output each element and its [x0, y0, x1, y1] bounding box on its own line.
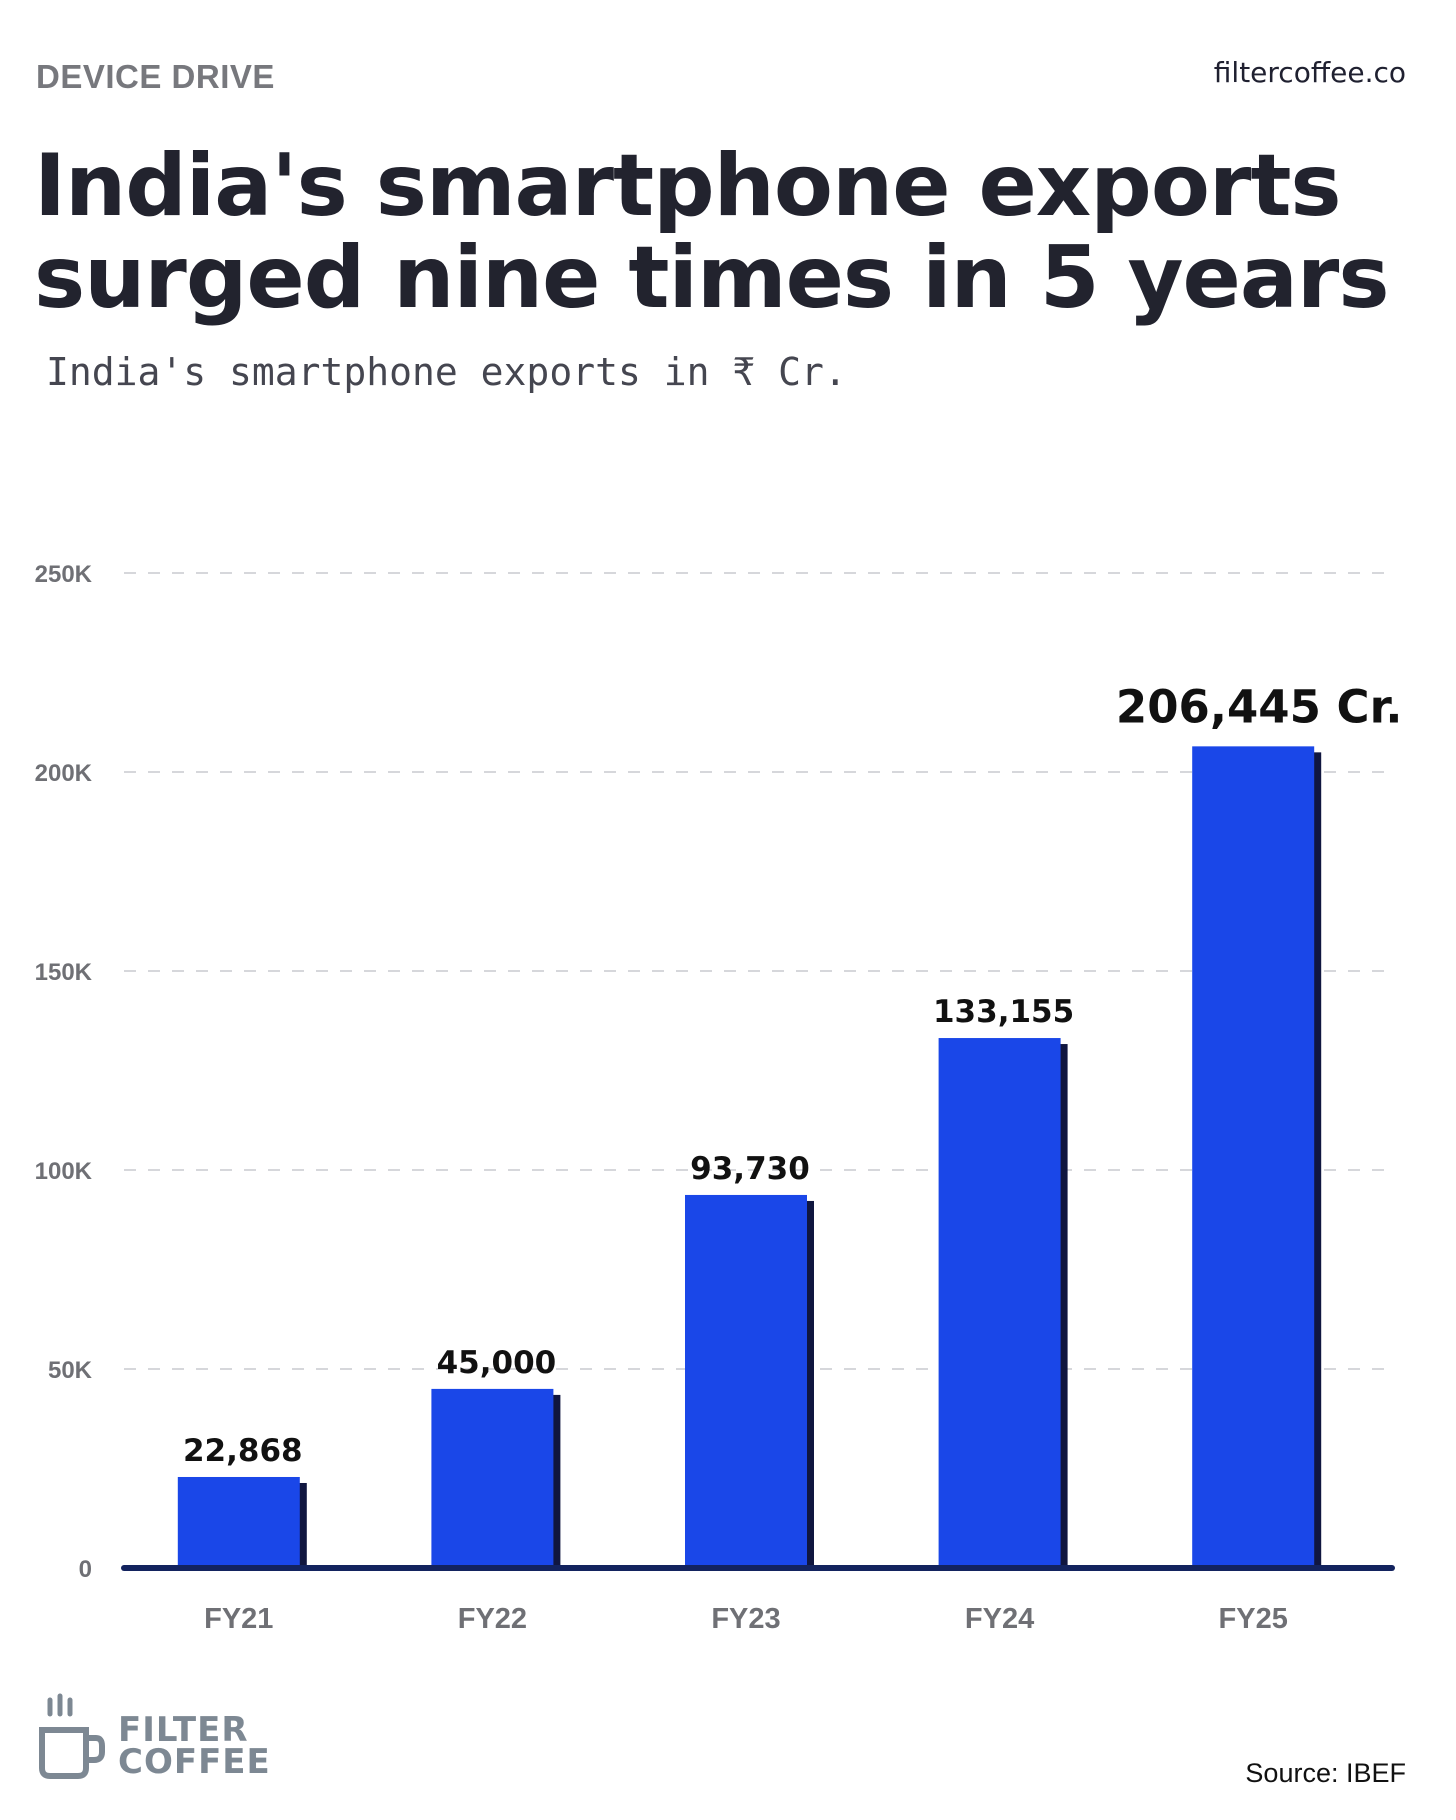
- bar-fy22: [431, 1388, 554, 1568]
- x-tick-label: FY22: [458, 1603, 527, 1635]
- bar-chart: 0 50K 100K 150K 200K 250K 22,868 45,000 93,730 1…: [35, 561, 1403, 1635]
- value-labels: 22,868 45,000 93,730 133,155 206,445 Cr.: [183, 680, 1402, 1469]
- bar-fy24: [938, 1038, 1061, 1568]
- value-label: 22,868: [183, 1433, 303, 1469]
- brand-line-1: FILTER: [118, 1710, 249, 1750]
- x-tick-label: FY23: [711, 1603, 780, 1635]
- coffee-cup-icon: [39, 1693, 105, 1779]
- y-tick-label: 250K: [35, 561, 93, 588]
- y-tick-label: 50K: [48, 1357, 93, 1384]
- value-label: 93,730: [690, 1151, 810, 1187]
- title-line-2: surged nine times in 5 years: [34, 228, 1390, 328]
- bar-fy25: [1192, 746, 1315, 1568]
- source-note: Source: IBEF: [1245, 1758, 1406, 1788]
- value-label: 206,445 Cr.: [1116, 680, 1403, 733]
- brand-line-2: COFFEE: [118, 1742, 271, 1782]
- bar-fy21: [177, 1476, 300, 1568]
- y-tick-label: 200K: [35, 760, 93, 787]
- value-label: 45,000: [437, 1345, 557, 1381]
- bar-fy23: [685, 1194, 807, 1568]
- brand-name: FILTER COFFEE: [118, 1710, 271, 1782]
- title-line-1: India's smartphone exports: [34, 136, 1342, 236]
- y-tick-label: 150K: [35, 959, 93, 986]
- bars: [177, 746, 1322, 1568]
- x-tick-label: FY24: [965, 1603, 1034, 1635]
- brand-logo: FILTER COFFEE: [36, 1690, 276, 1790]
- x-tick-label: FY25: [1219, 1603, 1288, 1635]
- y-tick-label: 100K: [35, 1158, 93, 1185]
- value-label: 133,155: [933, 994, 1074, 1030]
- chart-subtitle: India's smartphone exports in ₹ Cr.: [46, 350, 847, 394]
- site-url[interactable]: filtercoffee.co: [1213, 56, 1406, 89]
- x-tick-label: FY21: [204, 1603, 273, 1635]
- page-title: India's smartphone exports surged nine t…: [34, 140, 1434, 324]
- x-axis-labels: FY21 FY22 FY23 FY24 FY25: [204, 1603, 1288, 1635]
- y-tick-label: 0: [79, 1556, 92, 1583]
- y-axis-ticks: 0 50K 100K 150K 200K 250K: [35, 561, 93, 1583]
- section-kicker: DEVICE DRIVE: [36, 58, 275, 95]
